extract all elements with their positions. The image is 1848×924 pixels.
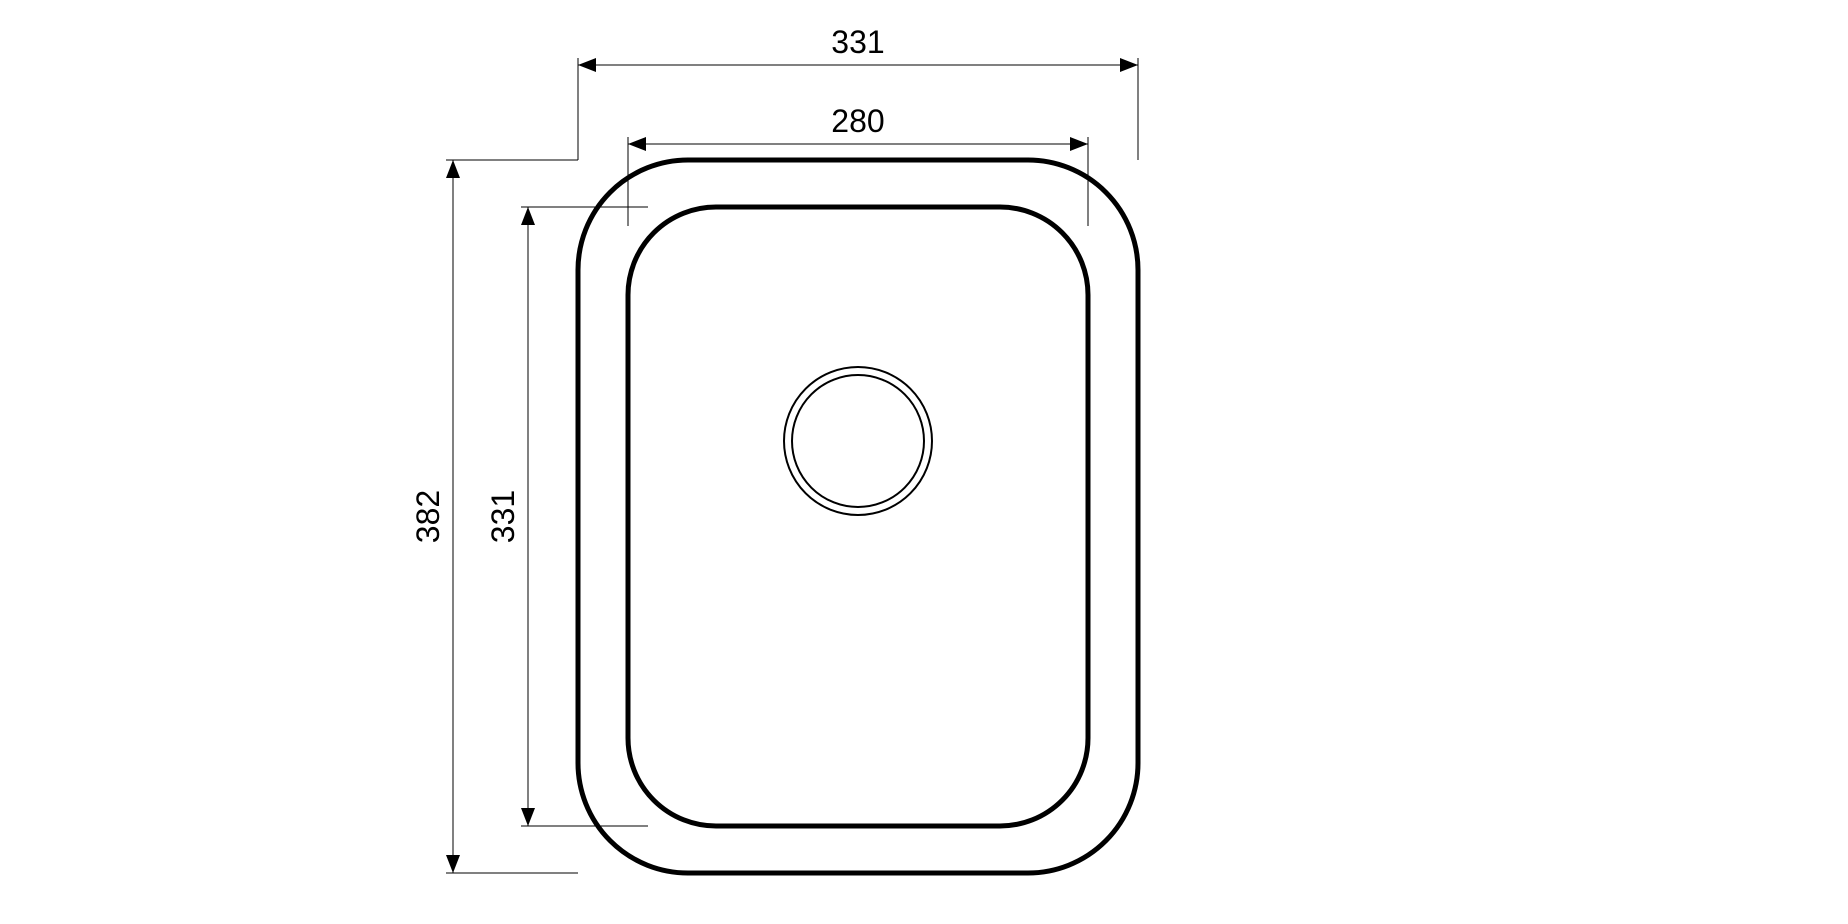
outer-basin <box>578 160 1138 873</box>
drain-outer-circle <box>784 367 932 515</box>
dim-outer-width-label: 331 <box>831 24 884 60</box>
dim-inner-height-label: 331 <box>485 490 521 543</box>
inner-basin <box>628 207 1088 826</box>
dim-inner-width-label: 280 <box>831 103 884 139</box>
drain-inner-circle <box>792 375 924 507</box>
dim-outer-height-label: 382 <box>410 490 446 543</box>
